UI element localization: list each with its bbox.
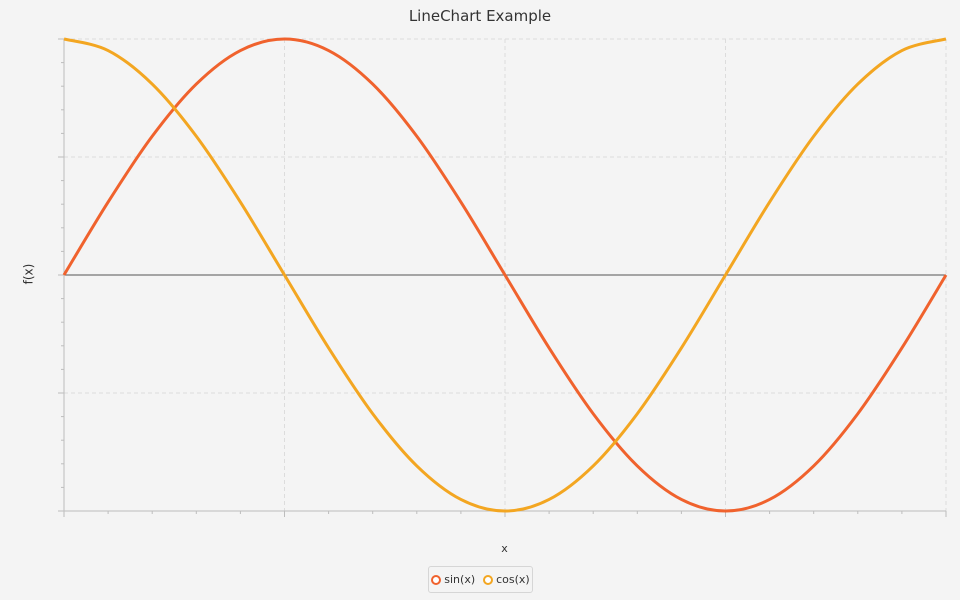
series-line-sin (62, 37, 948, 513)
legend-item-cos[interactable]: cos(x) (483, 573, 530, 586)
legend-label-sin: sin(x) (444, 573, 476, 586)
legend-symbol-cos (483, 574, 494, 585)
chart-title: LineChart Example (408, 7, 552, 25)
x-axis-label: x (501, 542, 508, 555)
legend-label-cos: cos(x) (496, 573, 530, 586)
legend: sin(x) cos(x) (428, 566, 533, 593)
legend-symbol-sin (431, 574, 442, 585)
legend-item-sin[interactable]: sin(x) (431, 573, 475, 586)
series-line-cos (63, 37, 947, 513)
